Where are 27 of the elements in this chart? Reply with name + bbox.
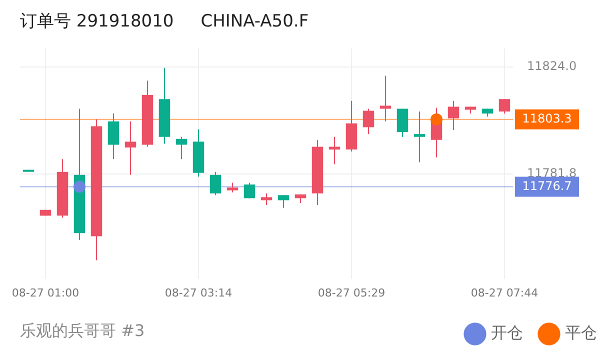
candlestick — [414, 111, 426, 163]
candlestick — [498, 98, 510, 114]
candlestick — [176, 136, 188, 160]
text: 乐观的兵哥哥 #3 — [20, 321, 145, 340]
x-tick-label: 08-27 07:44 — [470, 286, 538, 300]
x-tick-label: 08-27 01:00 — [12, 286, 80, 300]
y-tick-label: 11781.8 — [527, 166, 577, 180]
candlestick — [448, 100, 460, 131]
chart-title: 订单号 291918010 CHINA-A50.F — [20, 12, 309, 32]
legend-label: 开仓 — [491, 323, 523, 342]
candlestick — [380, 75, 392, 122]
candlestick — [396, 108, 408, 138]
ref-line-label: 11776.7 — [522, 178, 572, 193]
y-tick-label: 11824.0 — [527, 59, 577, 74]
candlestick — [362, 108, 374, 135]
candlestick — [108, 113, 120, 160]
x-tick-label: 08-27 03:14 — [164, 286, 232, 300]
legend-label: 平仓 — [565, 323, 597, 342]
candlestick — [278, 194, 290, 208]
candlestick — [226, 182, 238, 193]
candlestick — [328, 136, 340, 165]
candlestick — [244, 182, 256, 199]
candlestick — [124, 120, 136, 176]
x-tick-label: 08-27 05:29 — [318, 286, 386, 300]
candlestick — [210, 171, 222, 196]
ref-line-label: 11803.3 — [522, 111, 572, 126]
candlestick — [260, 192, 272, 206]
